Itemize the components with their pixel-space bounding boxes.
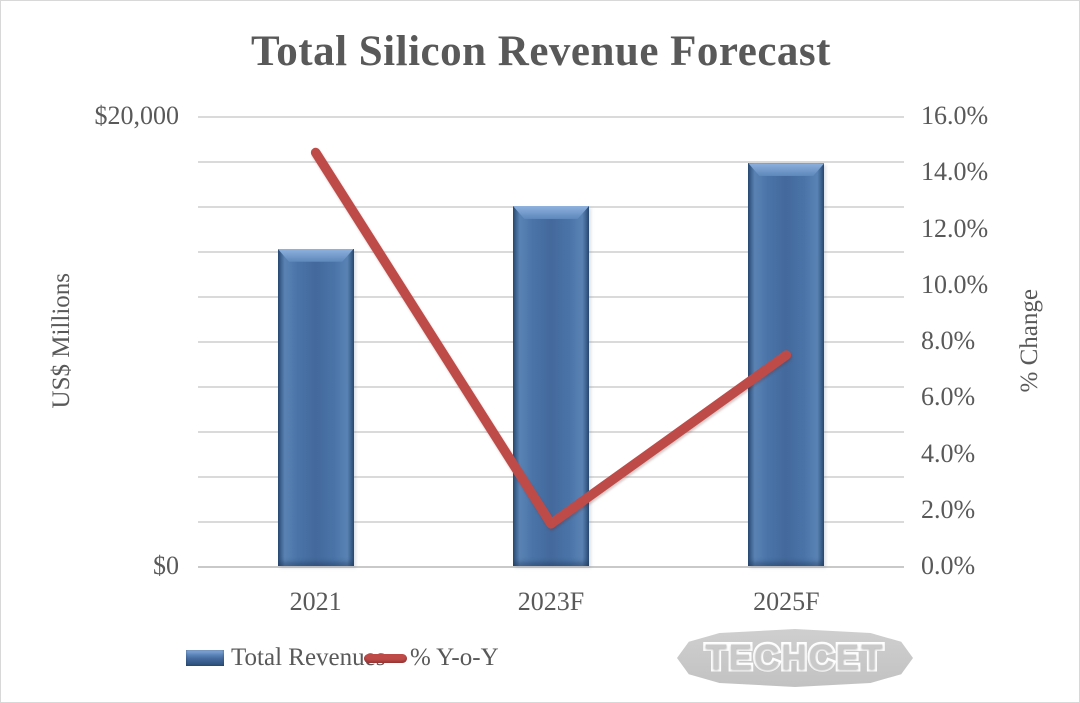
left-axis-title-text: US$ Millions [48, 273, 75, 409]
left-axis-tick: $20,000 [94, 101, 180, 130]
right-axis-tick: 6.0% [921, 382, 976, 412]
techcet-logo: TECHCET [677, 629, 913, 687]
right-axis-tick: 4.0% [921, 438, 976, 468]
bar-2021 [277, 248, 354, 566]
x-axis-label-2021: 2021 [289, 587, 342, 616]
legend-bar-label: Total Revenues [231, 644, 386, 671]
x-axis-label-2023F: 2023F [517, 587, 585, 616]
legend-bar-swatch [186, 650, 224, 666]
chart-title: Total Silicon Revenue Forecast [251, 28, 831, 75]
yoy-line [310, 147, 792, 529]
right-axis-tick: 12.0% [921, 213, 989, 243]
right-axis-tick: 8.0% [921, 326, 976, 355]
plot-area [198, 116, 904, 568]
legend-line-swatch [364, 654, 407, 663]
bar-2025F [748, 163, 825, 566]
right-axis-title-text: % Change [1016, 289, 1043, 393]
right-axis-tick: 14.0% [921, 157, 989, 187]
techcet-logo-text: TECHCET [703, 636, 885, 680]
right-axis-title: % Change [1013, 116, 1047, 566]
legend-line-label: % Y-o-Y [410, 644, 499, 671]
right-axis-tick: 0.0% [921, 551, 976, 580]
left-axis-title: US$ Millions [45, 116, 79, 566]
gridline [198, 116, 904, 118]
gridline [198, 566, 904, 568]
x-axis-label-2025F: 2025F [753, 587, 820, 616]
right-axis-tick: 10.0% [921, 269, 989, 299]
right-axis-tick: 2.0% [921, 494, 976, 524]
left-axis-tick: $0 [153, 551, 179, 580]
gridline [198, 161, 904, 163]
right-axis-tick: 16.0% [921, 101, 989, 130]
